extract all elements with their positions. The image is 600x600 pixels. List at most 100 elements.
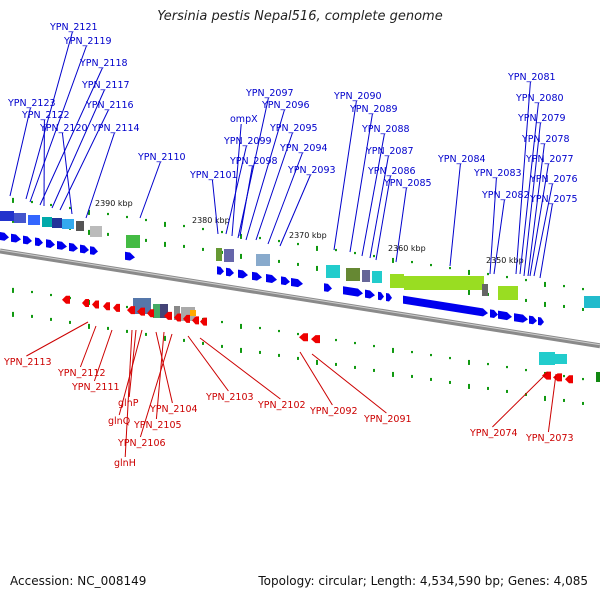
tick-mark — [430, 377, 432, 381]
scale-label: 2350 kbp — [486, 256, 524, 265]
feature-block — [153, 304, 161, 318]
leader-line-reverse — [492, 371, 549, 428]
leader-line-forward — [527, 143, 545, 277]
reverse-gene-arrow — [565, 375, 573, 384]
feature-block — [42, 217, 52, 227]
tick-mark — [449, 266, 451, 270]
tick-mark — [240, 253, 242, 259]
leader-line-reverse — [547, 373, 557, 433]
leader-line-forward — [489, 177, 497, 275]
feature-block — [555, 354, 567, 364]
tick-mark — [335, 248, 337, 252]
gene-label-forward: YPN_2087 — [365, 146, 414, 157]
feature-block — [498, 286, 518, 300]
forward-gene-arrow — [498, 310, 512, 321]
gene-label-forward: YPN_2120 — [39, 123, 88, 134]
tick-mark — [12, 287, 14, 293]
gene-label-forward: YPN_2122 — [21, 110, 70, 121]
gene-label-forward: YPN_2079 — [517, 113, 566, 124]
tick-mark — [240, 233, 242, 239]
tick-mark — [506, 365, 508, 369]
forward-gene-arrow — [35, 237, 43, 247]
tick-mark — [278, 259, 280, 263]
leader-line-forward — [361, 133, 385, 257]
forward-gene-arrow — [226, 267, 234, 277]
forward-gene-arrow — [343, 286, 363, 297]
reverse-gene-arrow — [137, 307, 145, 316]
leader-line-forward — [493, 199, 505, 275]
tick-mark — [126, 215, 128, 219]
tick-mark — [544, 281, 546, 287]
tick-mark — [487, 362, 489, 366]
tick-mark — [278, 239, 280, 243]
gene-label-forward: YPN_2123 — [7, 98, 56, 109]
reverse-gene-arrow — [103, 302, 110, 311]
tick-mark — [202, 247, 204, 251]
reverse-gene-arrow — [147, 309, 154, 318]
tick-mark — [202, 227, 204, 231]
tick-mark — [107, 326, 109, 330]
tick-mark — [468, 383, 470, 389]
gene-label-forward: YPN_2075 — [529, 194, 578, 205]
tick-mark — [563, 304, 565, 308]
gene-labels: YPN_2121 YPN_2119 YPN_2118 YPN_2117 YPN_2123… — [3, 22, 578, 469]
tick-mark — [373, 254, 375, 258]
feature-block — [174, 306, 180, 320]
reverse-gene-arrow — [183, 314, 190, 323]
tick-mark — [31, 290, 33, 294]
tick-mark — [107, 212, 109, 216]
forward-gene-arrow — [291, 277, 303, 288]
tick-mark — [563, 374, 565, 378]
tick-mark — [259, 236, 261, 240]
tick-mark — [69, 206, 71, 210]
leader-line-forward — [39, 67, 103, 206]
forward-gene-arrow — [90, 246, 98, 255]
tick-mark — [563, 284, 565, 288]
gene-label-forward: YPN_2099 — [223, 136, 272, 147]
tick-mark — [392, 257, 394, 263]
feature-block — [346, 268, 360, 281]
tick-mark — [468, 359, 470, 365]
tick-mark — [50, 293, 52, 297]
tick-mark — [525, 368, 527, 372]
gene-label-reverse: YPN_2092 — [309, 406, 358, 417]
gene-label-reverse: YPN_2113 — [3, 357, 52, 368]
tick-mark — [373, 344, 375, 348]
forward-gene-arrow — [490, 309, 498, 319]
leader-line-forward — [231, 123, 242, 237]
forward-gene-arrow — [538, 317, 544, 326]
leader-line-reverse — [187, 335, 229, 392]
forward-gene-arrow — [11, 233, 21, 243]
leader-line-reverse — [199, 337, 281, 400]
tick-mark — [183, 224, 185, 228]
gene-label-forward: YPN_2080 — [515, 93, 564, 104]
feature-block — [76, 221, 84, 231]
tick-mark — [316, 265, 318, 271]
gene-label-reverse: glnQ — [108, 416, 130, 427]
forward-gene-arrow — [46, 239, 55, 248]
topology-label: Topology: circular; Length: 4,534,590 bp… — [258, 574, 588, 588]
feature-block — [390, 274, 404, 288]
tick-mark — [525, 298, 527, 302]
feature-block — [190, 310, 196, 316]
reverse-gene-arrow — [192, 316, 199, 325]
gene-label-forward: YPN_2084 — [437, 154, 486, 165]
forward-gene-arrow — [365, 289, 375, 299]
leader-line-reverse — [311, 353, 387, 414]
tick-mark — [88, 229, 90, 235]
leader-line-forward — [369, 155, 389, 259]
forward-gene-arrow — [217, 266, 224, 275]
tick-mark — [259, 326, 261, 330]
tick-mark — [297, 332, 299, 336]
feature-block — [596, 372, 600, 382]
label-leader-lines — [9, 31, 557, 458]
tick-mark — [183, 244, 185, 248]
gene-label-forward: YPN_2101 — [189, 170, 238, 181]
forward-gene-arrow — [252, 271, 262, 281]
leader-line-forward — [29, 45, 87, 203]
accession-label: Accession: NC_008149 — [10, 574, 147, 588]
feature-block — [216, 248, 222, 261]
gene-label-forward: YPN_2117 — [81, 80, 130, 91]
leader-line-forward — [239, 165, 253, 237]
